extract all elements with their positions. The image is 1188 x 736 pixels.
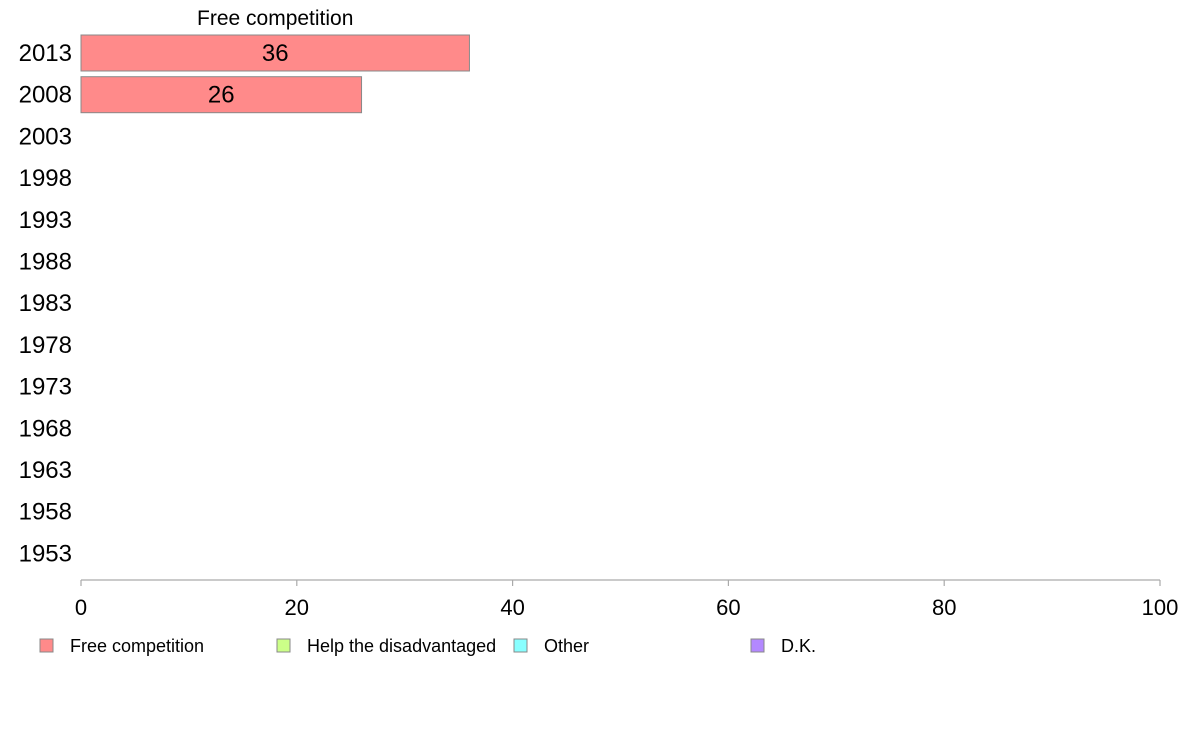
legend-swatch <box>513 638 528 653</box>
y-axis-labels: 2013 2008 2003 1998 1993 1988 1983 1978 1973 1968… <box>19 40 72 567</box>
bar <box>80 34 470 72</box>
y-tick-label: 1968 <box>19 415 72 442</box>
x-tick-label: 40 <box>500 595 524 620</box>
legend-item-label: Help the disadvantaged <box>307 636 496 656</box>
bar-value-label: 26 <box>208 82 235 109</box>
y-tick-label: 2003 <box>19 123 72 150</box>
bar <box>80 76 363 114</box>
y-tick-label: 1973 <box>19 374 72 401</box>
x-tick-label: 80 <box>932 595 956 620</box>
x-tick-label: 100 <box>1142 595 1179 620</box>
y-tick-label: 1958 <box>19 499 72 526</box>
x-tick-label: 60 <box>716 595 740 620</box>
y-tick-label: 1998 <box>19 165 72 192</box>
y-tick-label: 1988 <box>19 249 72 276</box>
legend-item-label: Free competition <box>70 636 204 656</box>
y-tick-label: 1963 <box>19 457 72 484</box>
x-axis: 0 20 40 60 80 100 <box>75 579 1179 620</box>
y-tick-label: 1993 <box>19 207 72 234</box>
y-tick-label: 2013 <box>19 40 72 67</box>
legend-item-label: D.K. <box>781 636 816 656</box>
legend-swatch <box>39 638 54 653</box>
legend-swatch <box>276 638 291 653</box>
legend: Free competition Help the disadvantaged Ot… <box>39 636 816 656</box>
y-tick-label: 2008 <box>19 82 72 109</box>
y-tick-label: 1983 <box>19 290 72 317</box>
legend-item-label: Other <box>544 636 589 656</box>
series-title: Free competition <box>197 7 353 30</box>
x-tick-label: 20 <box>285 595 309 620</box>
y-tick-label: 1953 <box>19 540 72 567</box>
legend-swatch <box>750 638 765 653</box>
x-tick-label: 0 <box>75 595 87 620</box>
y-tick-label: 1978 <box>19 332 72 359</box>
bar-value-label: 36 <box>262 40 289 67</box>
bars: 36 26 <box>80 34 470 114</box>
